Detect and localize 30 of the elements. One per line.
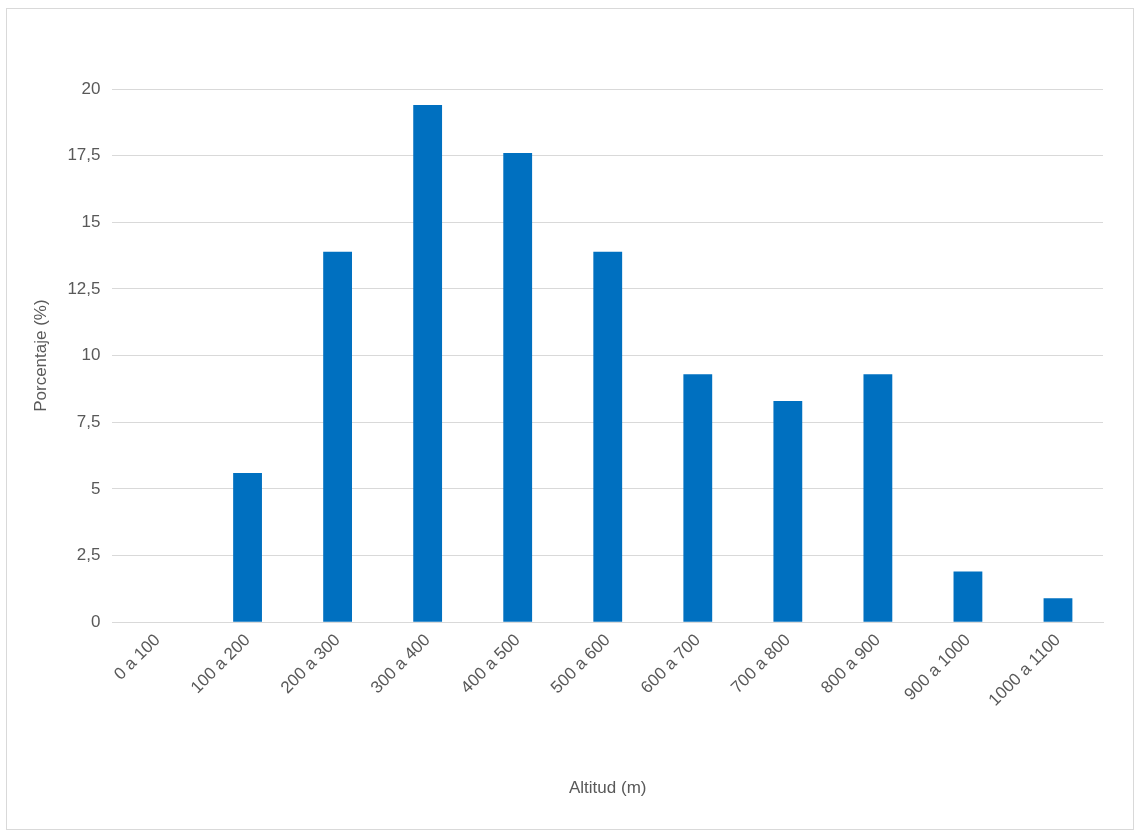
x-tick-label: 200 a 300 (276, 630, 344, 698)
x-tick-label: 0 a 100 (110, 630, 164, 684)
bar (593, 251, 623, 622)
bar (773, 400, 803, 622)
bar (953, 571, 983, 622)
y-tick-label: 15 (81, 211, 101, 231)
y-tick-label: 10 (81, 345, 101, 365)
x-tick-label: 300 a 400 (366, 630, 434, 698)
y-tick-label: 7,5 (76, 411, 101, 431)
bar (1043, 598, 1073, 622)
x-tick-label: 400 a 500 (456, 630, 524, 698)
y-tick-label: 12,5 (67, 278, 101, 298)
x-tick-label: 600 a 700 (637, 630, 704, 698)
x-tick-label: 700 a 800 (727, 630, 794, 698)
x-axis-title: Altitud (m) (569, 778, 647, 798)
y-tick-label: 2,5 (76, 545, 101, 565)
bar (503, 152, 533, 622)
y-tick-label: 20 (81, 78, 101, 98)
bar (233, 472, 262, 622)
y-axis-title: Porcentaje (%) (30, 299, 50, 412)
bar (413, 105, 443, 622)
x-tick-label: 500 a 600 (546, 630, 614, 698)
y-tick-label: 17,5 (67, 145, 101, 165)
y-tick-label: 5 (91, 478, 101, 498)
bar (863, 374, 893, 622)
x-tick-label: 100 a 200 (186, 630, 254, 698)
x-tick-label: 800 a 900 (817, 630, 885, 698)
bar (323, 251, 353, 622)
bar (683, 374, 713, 622)
y-tick-label: 0 (91, 611, 101, 631)
